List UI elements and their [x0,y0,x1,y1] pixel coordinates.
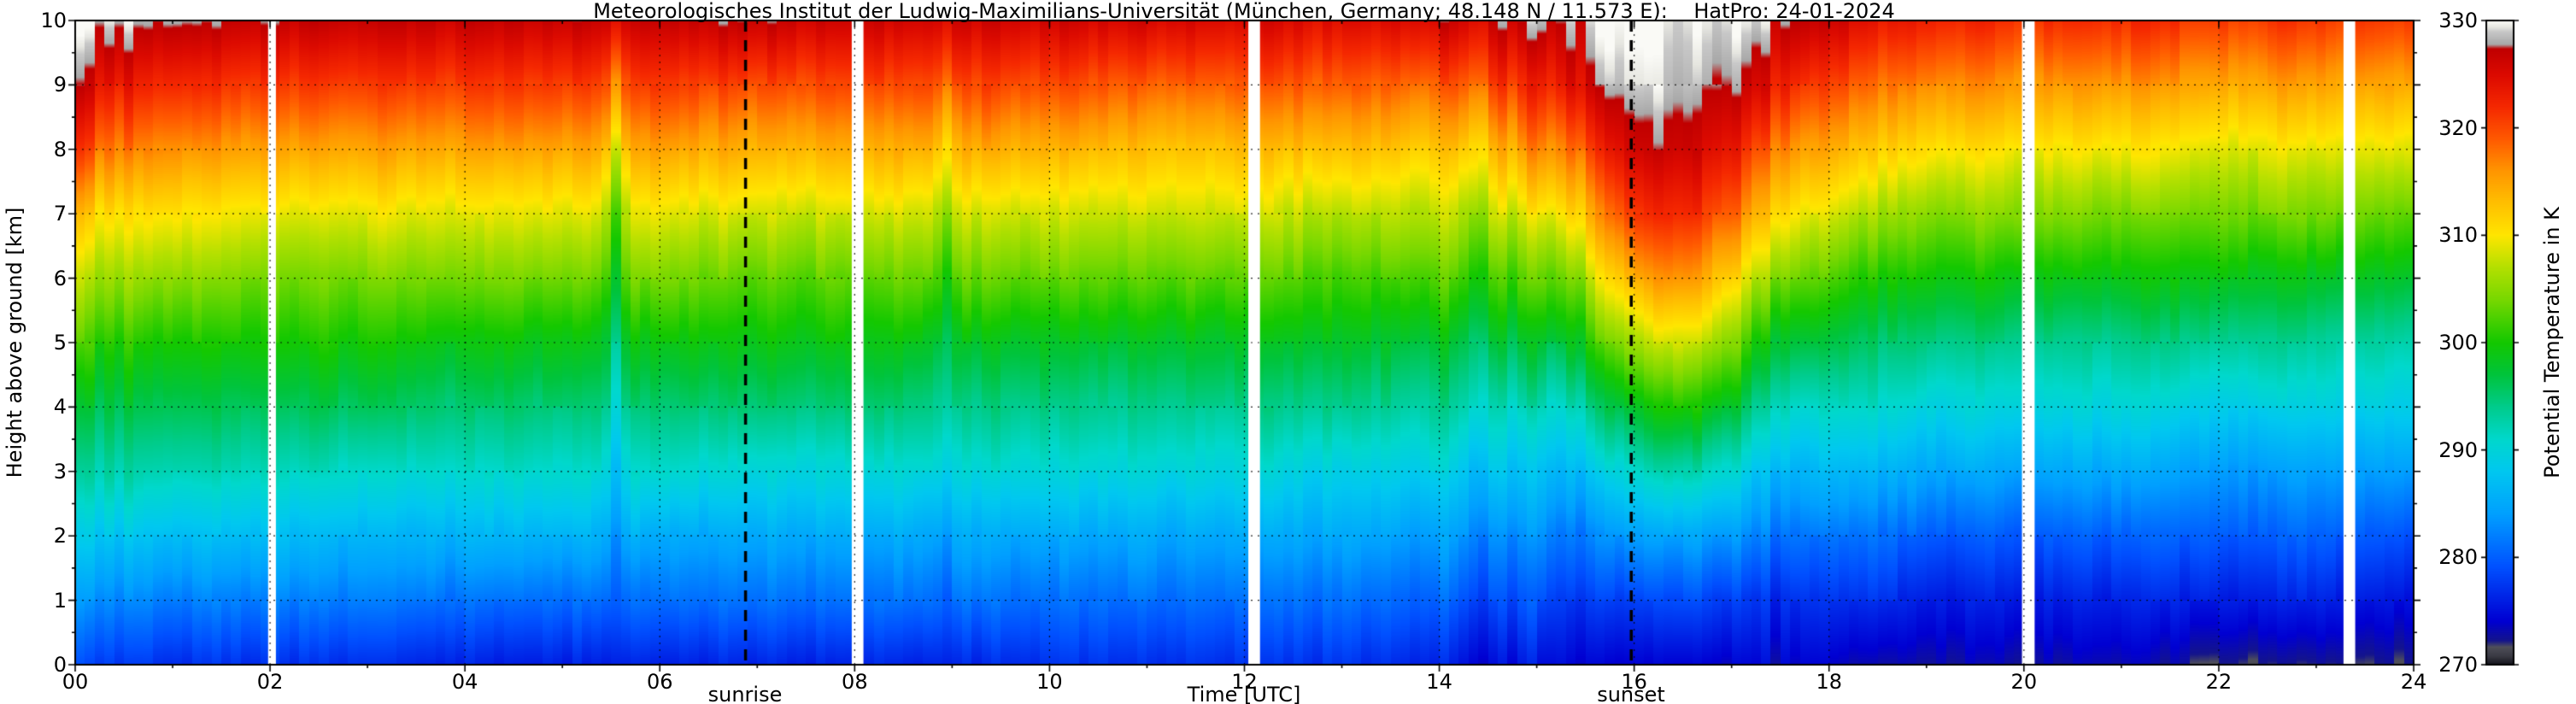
x-tick-label: 00 [62,670,89,694]
x-tick-label: 08 [842,670,868,694]
x-tick-label: 14 [1426,670,1452,694]
y-tick-label: 8 [53,137,67,161]
x-tick-label: 16 [1621,670,1647,694]
colorbar-tick-label: 310 [2438,223,2478,248]
x-tick-label: 06 [646,670,673,694]
y-tick-label: 6 [53,266,67,290]
x-tick-label: 04 [451,670,478,694]
x-tick-label: 24 [2400,670,2427,694]
colorbar-label: Potential Temperature in K [2540,207,2564,478]
y-tick-label: 3 [53,459,67,484]
y-axis-label: Height above ground [km] [3,207,26,478]
x-tick-label: 20 [2010,670,2038,694]
x-tick-label: 18 [1816,670,1843,694]
colorbar-tick-label: 330 [2438,9,2478,32]
y-tick-label: 0 [53,653,67,677]
x-tick-label: 10 [1036,670,1063,694]
chart-title: Meteorologisches Institut der Ludwig-Max… [593,0,1895,23]
colorbar-tick-label: 300 [2438,331,2478,355]
colorbar-tick-label: 320 [2438,115,2478,140]
x-axis-label: Time [UTC] [1187,683,1301,704]
y-tick-label: 2 [53,524,67,549]
sunset-label: sunset [1597,683,1665,704]
x-tick-label: 12 [1231,670,1258,694]
x-tick-label: 02 [256,670,284,694]
colorbar-tick-label: 270 [2438,653,2478,677]
sunrise-label: sunrise [707,683,783,704]
y-tick-label: 1 [53,588,67,613]
colorbar-tick-label: 290 [2438,437,2478,462]
y-tick-label: 5 [53,331,67,355]
y-tick-label: 7 [53,202,67,226]
x-tick-label: 22 [2205,670,2233,694]
colorbar-tick-label: 280 [2438,545,2478,570]
y-tick-label: 4 [53,395,67,419]
y-tick-label: 10 [40,9,67,32]
y-tick-label: 9 [53,73,67,97]
